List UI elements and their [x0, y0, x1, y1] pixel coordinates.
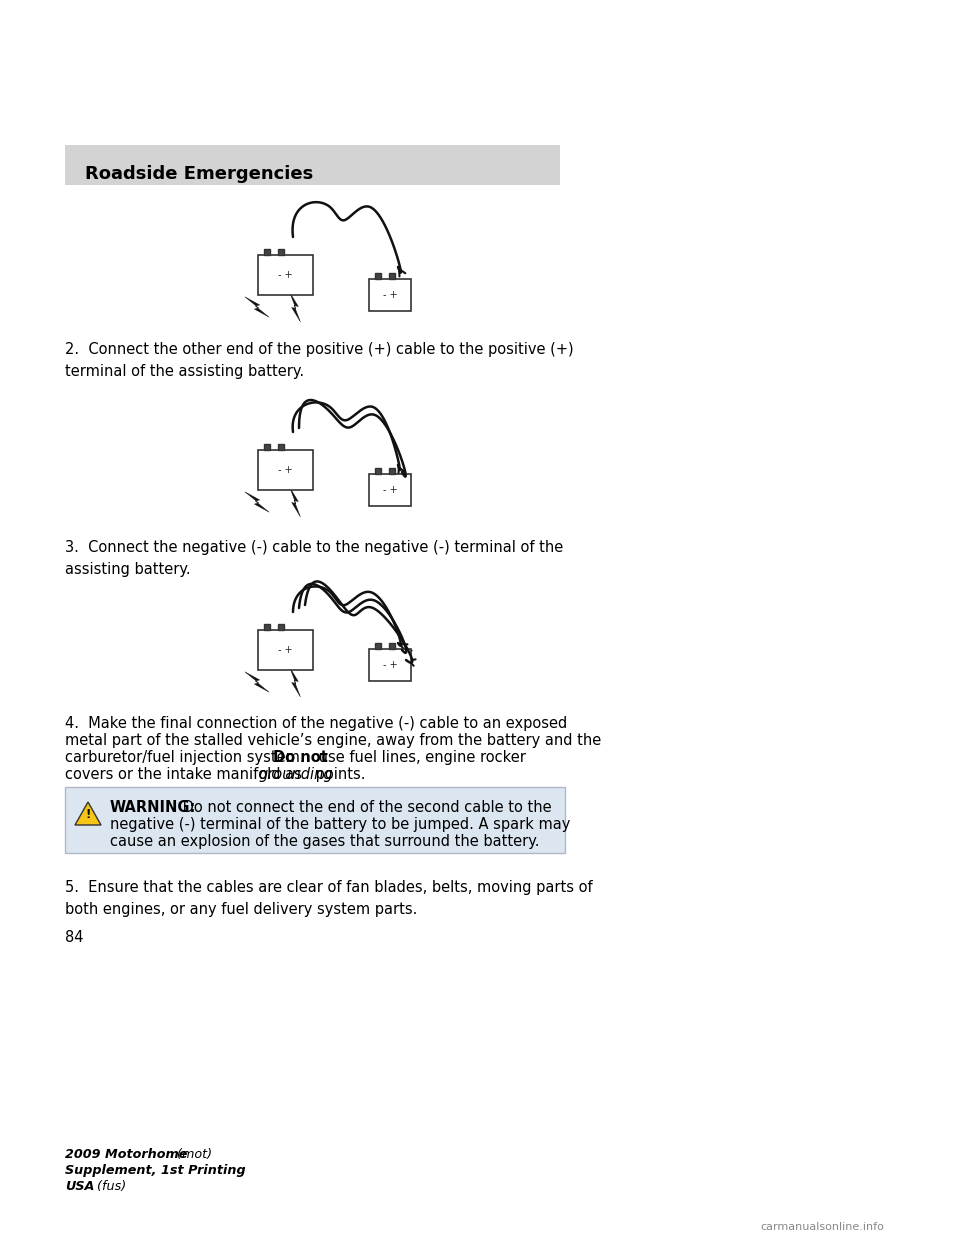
- Bar: [257, 450, 313, 491]
- Bar: [389, 468, 395, 474]
- Bar: [277, 443, 283, 450]
- Bar: [369, 279, 411, 310]
- Text: - +: - +: [383, 660, 397, 669]
- Bar: [375, 643, 381, 650]
- Text: USA: USA: [65, 1180, 94, 1194]
- Text: - +: - +: [383, 484, 397, 496]
- Bar: [257, 255, 313, 296]
- Text: grounding: grounding: [258, 768, 333, 782]
- Polygon shape: [290, 292, 300, 322]
- Text: points.: points.: [311, 768, 365, 782]
- Text: carburetor/fuel injection system.: carburetor/fuel injection system.: [65, 750, 314, 765]
- Text: - +: - +: [277, 465, 292, 474]
- Polygon shape: [245, 492, 269, 512]
- Text: Do not: Do not: [274, 750, 328, 765]
- Text: 3.  Connect the negative (-) cable to the negative (-) terminal of the
assisting: 3. Connect the negative (-) cable to the…: [65, 540, 564, 578]
- Text: - +: - +: [277, 645, 292, 655]
- Text: Supplement, 1st Printing: Supplement, 1st Printing: [65, 1164, 246, 1177]
- Text: Roadside Emergencies: Roadside Emergencies: [85, 165, 313, 183]
- Bar: [263, 248, 270, 255]
- Bar: [389, 643, 395, 650]
- Text: 2009 Motorhome: 2009 Motorhome: [65, 1148, 187, 1161]
- Bar: [65, 145, 560, 185]
- Text: use fuel lines, engine rocker: use fuel lines, engine rocker: [314, 750, 526, 765]
- Text: 5.  Ensure that the cables are clear of fan blades, belts, moving parts of
both : 5. Ensure that the cables are clear of f…: [65, 881, 592, 917]
- Bar: [263, 443, 270, 450]
- Polygon shape: [75, 802, 101, 825]
- Bar: [389, 273, 395, 279]
- Text: - +: - +: [383, 289, 397, 301]
- Text: carmanualsonline.info: carmanualsonline.info: [760, 1222, 884, 1232]
- Text: Do not connect the end of the second cable to the: Do not connect the end of the second cab…: [178, 800, 552, 815]
- Text: negative (-) terminal of the battery to be jumped. A spark may: negative (-) terminal of the battery to …: [110, 817, 570, 832]
- Text: WARNING:: WARNING:: [110, 800, 197, 815]
- Text: (mot): (mot): [173, 1148, 212, 1161]
- Text: !: !: [85, 809, 90, 821]
- Text: metal part of the stalled vehicle’s engine, away from the battery and the: metal part of the stalled vehicle’s engi…: [65, 733, 601, 748]
- Text: 4.  Make the final connection of the negative (-) cable to an exposed: 4. Make the final connection of the nega…: [65, 715, 567, 732]
- Polygon shape: [290, 487, 300, 517]
- Bar: [277, 248, 283, 255]
- Bar: [369, 474, 411, 505]
- Text: (fus): (fus): [93, 1180, 127, 1194]
- Bar: [257, 630, 313, 669]
- Bar: [277, 623, 283, 630]
- Text: 84: 84: [65, 930, 84, 945]
- Polygon shape: [245, 297, 269, 317]
- Bar: [369, 650, 411, 681]
- Bar: [375, 273, 381, 279]
- Bar: [263, 623, 270, 630]
- Bar: [375, 468, 381, 474]
- Text: cause an explosion of the gases that surround the battery.: cause an explosion of the gases that sur…: [110, 833, 540, 850]
- Text: 2.  Connect the other end of the positive (+) cable to the positive (+)
terminal: 2. Connect the other end of the positive…: [65, 342, 574, 379]
- Text: - +: - +: [277, 270, 292, 279]
- Polygon shape: [290, 667, 300, 697]
- Polygon shape: [245, 672, 269, 692]
- Bar: [65, 787, 565, 853]
- Text: covers or the intake manifold as: covers or the intake manifold as: [65, 768, 306, 782]
